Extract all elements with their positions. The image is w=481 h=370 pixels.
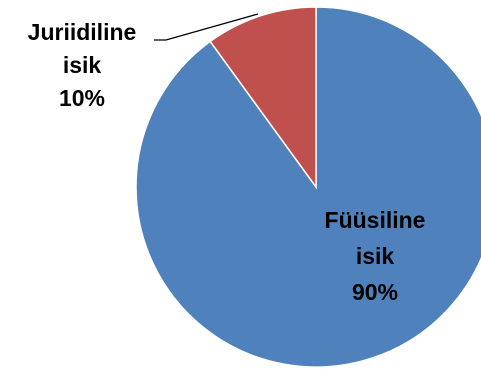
- data-label-line: Füüsiline: [325, 207, 426, 233]
- data-label-line: 90%: [352, 279, 398, 305]
- pie-slice-fuusiline-isik: [135, 6, 481, 368]
- data-label-line: Juriidiline: [28, 19, 137, 45]
- data-label-juriidiline-isik: Juriidiline isik 10%: [28, 19, 137, 111]
- data-label-fuusiline-isik: Füüsiline isik 90%: [325, 207, 426, 305]
- leader-line: [154, 13, 259, 41]
- data-label-line: 10%: [59, 85, 105, 111]
- data-label-line: isik: [356, 243, 395, 269]
- pie-slice-juriidiline-isik: [209, 6, 317, 190]
- pie-slices: [135, 6, 481, 368]
- data-labels: Füüsiline isik 90% Juriidiline isik 10%: [28, 19, 426, 305]
- data-label-line: isik: [63, 52, 102, 78]
